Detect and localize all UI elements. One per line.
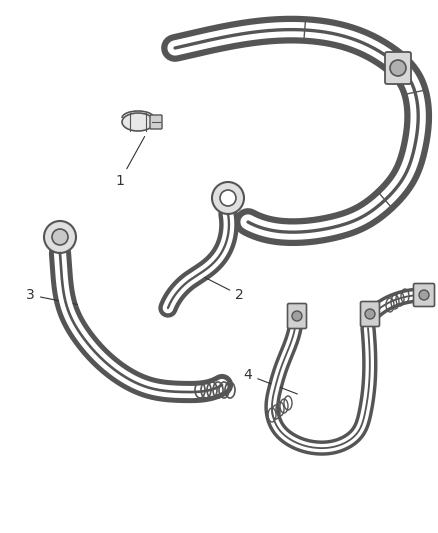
Circle shape — [212, 182, 244, 214]
Ellipse shape — [122, 113, 154, 131]
Circle shape — [365, 309, 375, 319]
FancyBboxPatch shape — [150, 115, 162, 129]
Text: 4: 4 — [244, 368, 297, 394]
Circle shape — [52, 229, 68, 245]
Circle shape — [292, 311, 302, 321]
Text: 2: 2 — [202, 276, 244, 302]
FancyBboxPatch shape — [287, 303, 307, 328]
Text: 3: 3 — [26, 288, 77, 304]
FancyBboxPatch shape — [413, 284, 434, 306]
Text: 1: 1 — [116, 136, 145, 188]
Circle shape — [419, 290, 429, 300]
FancyBboxPatch shape — [360, 302, 379, 327]
Circle shape — [390, 60, 406, 76]
FancyBboxPatch shape — [385, 52, 411, 84]
Circle shape — [44, 221, 76, 253]
Circle shape — [220, 190, 236, 206]
